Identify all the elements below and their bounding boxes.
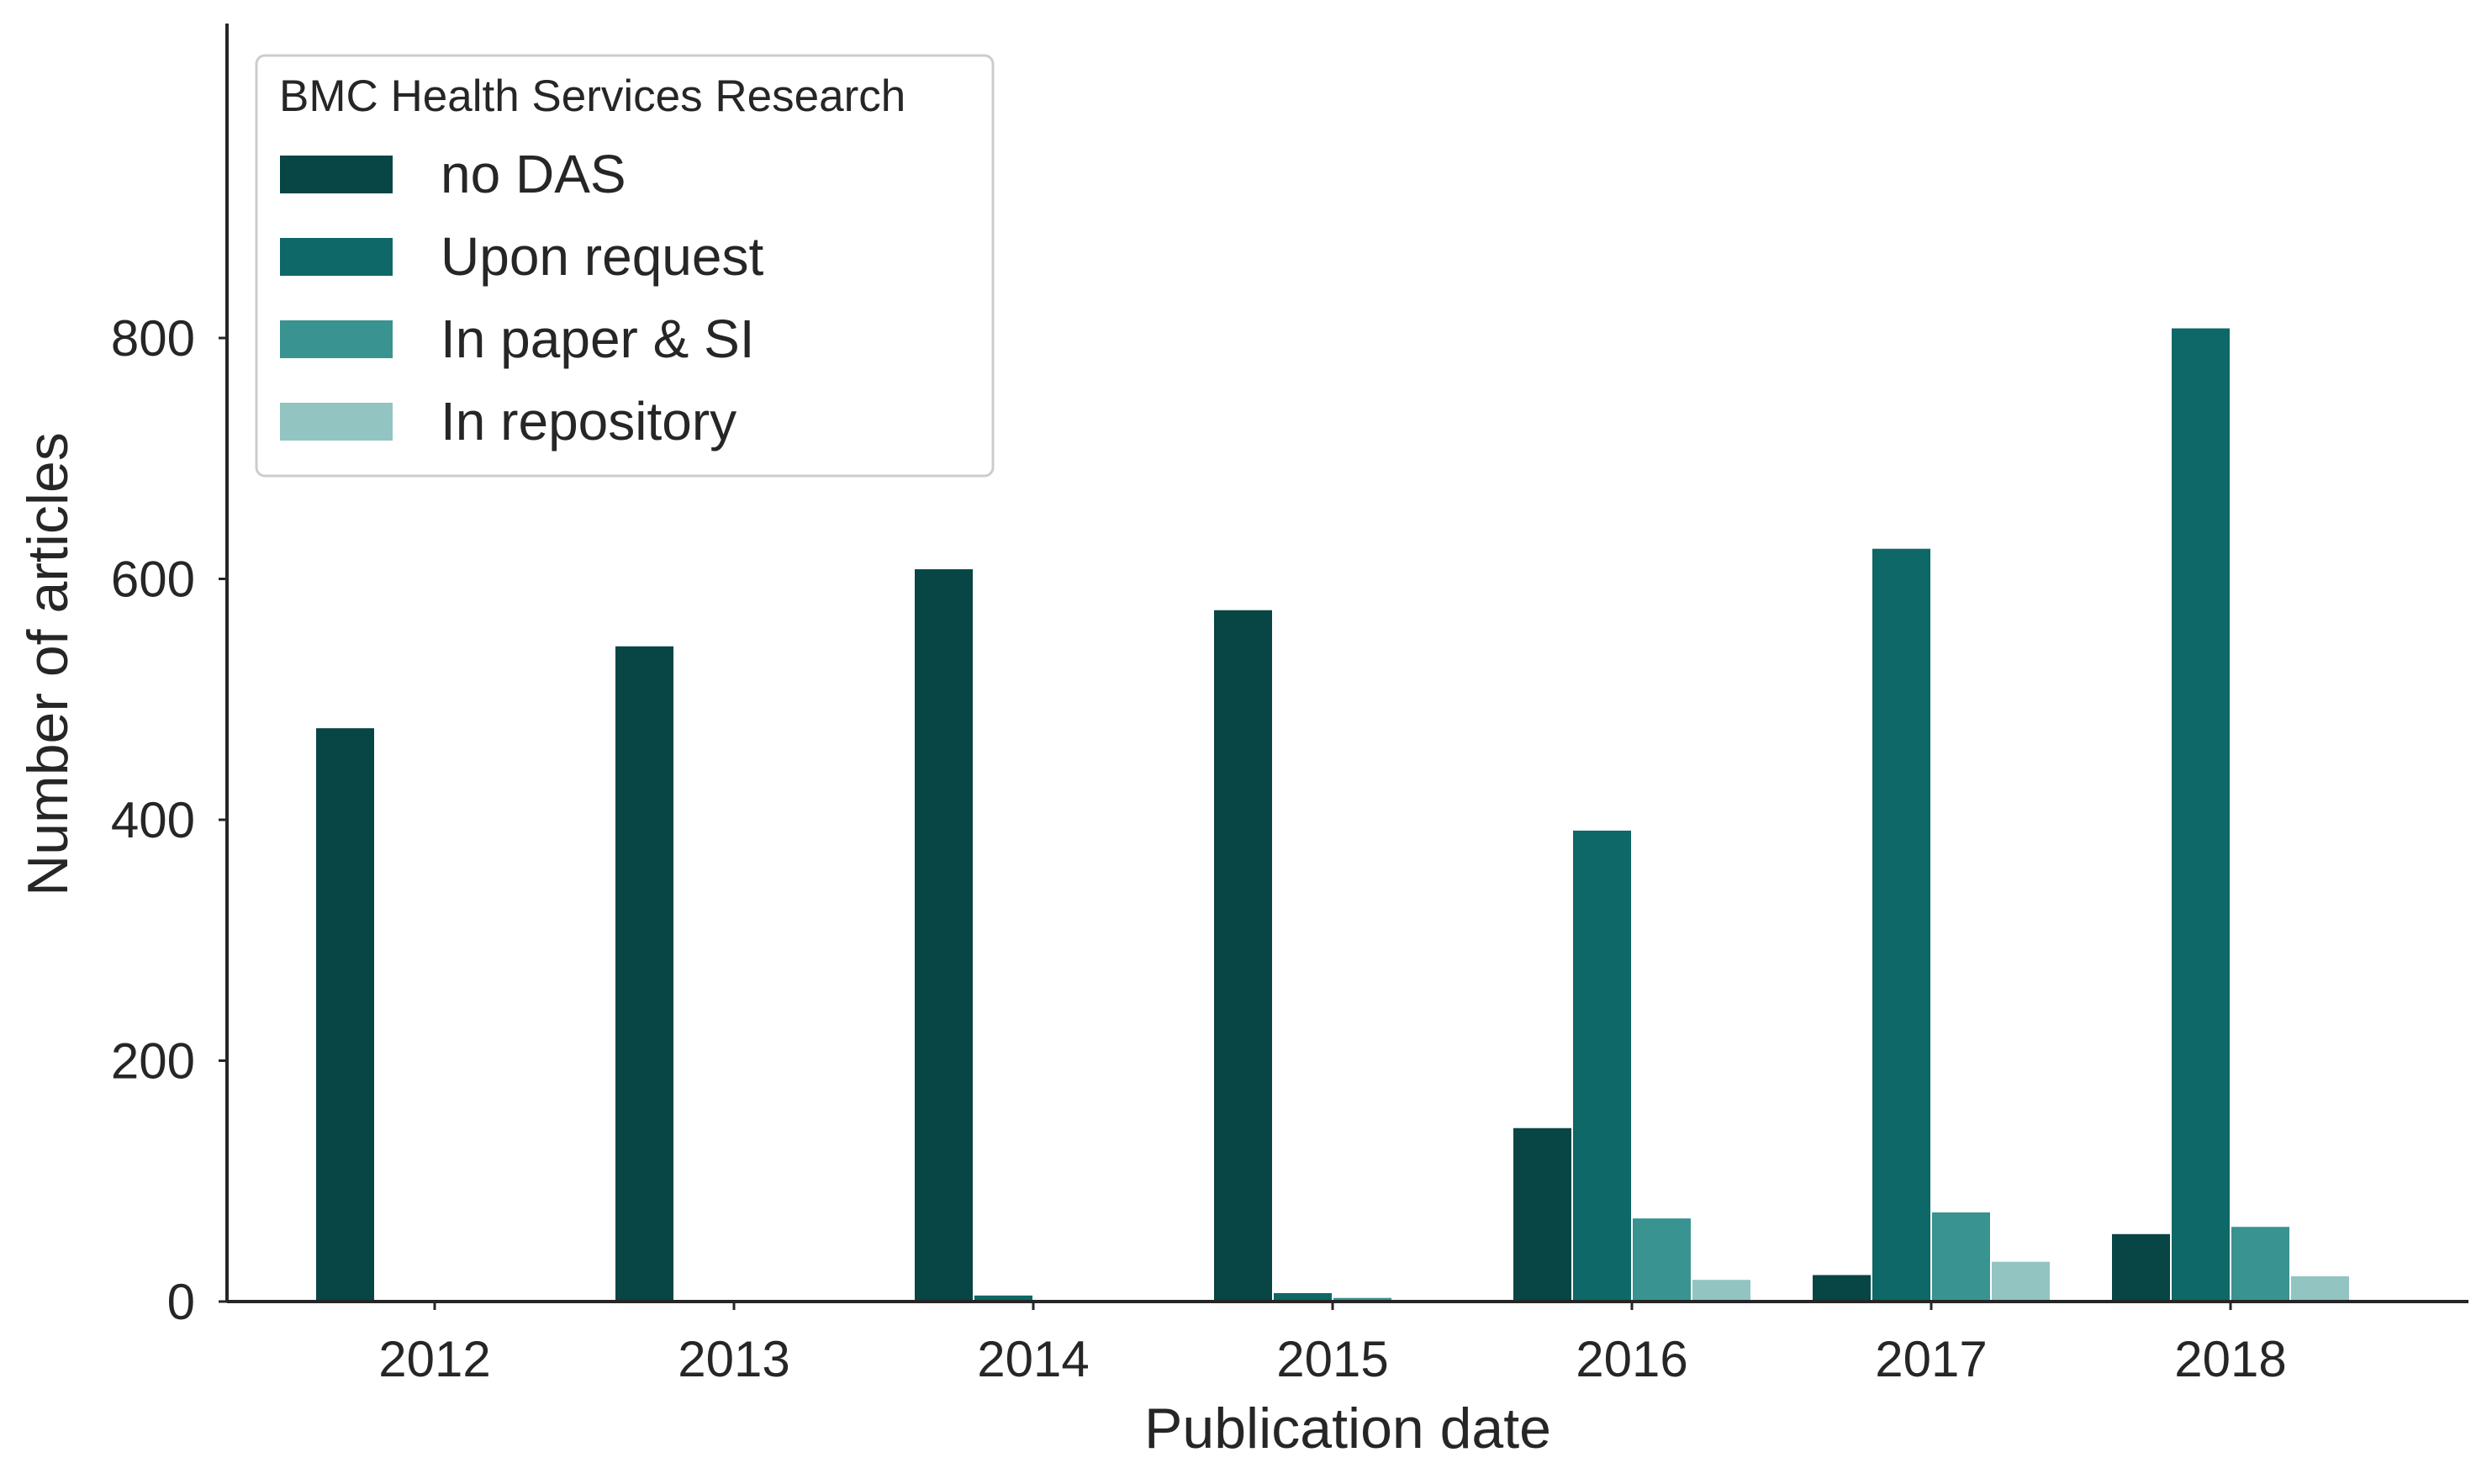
legend-title: BMC Health Services Research: [279, 71, 905, 121]
x-tick-label: 2018: [2174, 1331, 2286, 1387]
x-tick-label: 2017: [1875, 1331, 1987, 1387]
bar-2017-in-repository: [1992, 1261, 2050, 1302]
x-tick-label: 2015: [1276, 1331, 1388, 1387]
y-tick-label: 0: [167, 1274, 195, 1330]
legend-items: no DAS Upon request In paper & SI In reposi…: [280, 144, 763, 452]
y-tick-labels: 0 200 400 600 800: [111, 310, 227, 1330]
bar-2013-no-das: [615, 646, 673, 1302]
legend-label-no-das: no DAS: [441, 144, 626, 204]
bar-2018-in-paper-si: [2231, 1227, 2289, 1302]
legend-label-in-paper-si: In paper & SI: [441, 309, 755, 369]
bar-2017-upon-request: [1872, 548, 1930, 1302]
bar-2016-upon-request: [1573, 830, 1631, 1302]
bar-2017-no-das: [1813, 1275, 1871, 1302]
legend: BMC Health Services Research no DAS Upon …: [255, 54, 995, 478]
bar-2018-in-repository: [2291, 1275, 2349, 1302]
bar-2016-in-paper-si: [1633, 1218, 1691, 1302]
bar-2015-upon-request: [1274, 1292, 1332, 1302]
y-tick-label: 200: [111, 1033, 195, 1090]
bar-2015-no-das: [1214, 610, 1272, 1302]
bar-2014-no-das: [915, 569, 973, 1302]
y-tick-label: 800: [111, 310, 195, 367]
axes-group: [225, 24, 2468, 1303]
bar-2018-upon-request: [2172, 328, 2230, 1302]
y-tick-label: 400: [111, 792, 195, 848]
bars-group: [316, 328, 2349, 1302]
legend-label-in-repository: In repository: [441, 391, 737, 452]
bar-2016-no-das: [1513, 1128, 1571, 1302]
bar-2016-in-repository: [1692, 1280, 1750, 1302]
x-tick-label: 2016: [1576, 1331, 1687, 1387]
x-tick-label: 2013: [678, 1331, 789, 1387]
bar-2018-no-das: [2112, 1233, 2170, 1302]
bar-2012-no-das: [316, 728, 374, 1302]
legend-frame: [255, 54, 995, 478]
x-axis-label: Publication date: [1144, 1397, 1551, 1460]
x-tick-labels: 2012 2013 2014 2015 2016 2017 2018: [378, 1302, 2287, 1387]
legend-swatch-upon-request: [280, 238, 393, 276]
x-tick-label: 2012: [378, 1331, 490, 1387]
legend-swatch-no-das: [280, 156, 393, 193]
bar-2017-in-paper-si: [1932, 1212, 1990, 1302]
x-tick-label: 2014: [977, 1331, 1089, 1387]
legend-swatch-in-paper-si: [280, 320, 393, 358]
bar-2014-upon-request: [974, 1295, 1032, 1302]
legend-swatch-in-repository: [280, 403, 393, 441]
bar-2015-in-paper-si: [1333, 1297, 1391, 1302]
y-tick-label: 600: [111, 552, 195, 608]
y-axis-label: Number of articles: [16, 432, 80, 896]
legend-label-upon-request: Upon request: [441, 226, 763, 287]
